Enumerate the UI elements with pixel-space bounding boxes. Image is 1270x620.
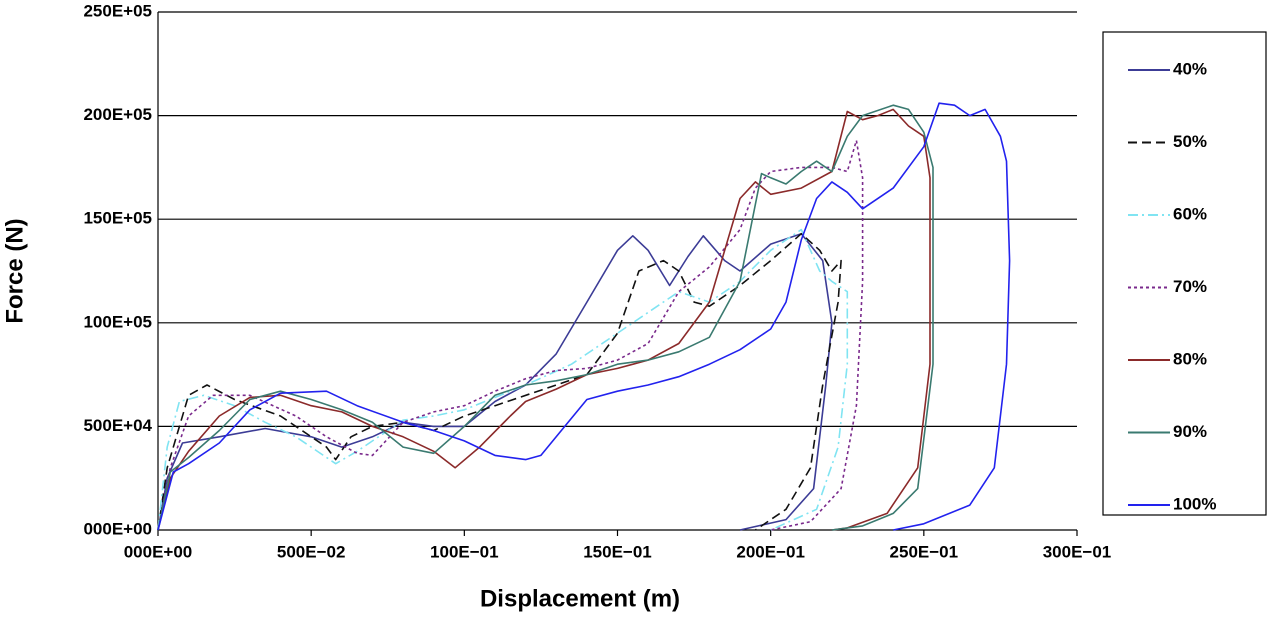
x-tick-label: 250E−01 xyxy=(890,542,959,561)
legend-label: 50% xyxy=(1173,132,1207,151)
x-tick-label: 100E−01 xyxy=(430,542,499,561)
legend-box xyxy=(1102,31,1267,516)
y-tick-label: 150E+05 xyxy=(83,209,152,228)
x-tick-label: 150E−01 xyxy=(583,542,652,561)
x-axis-title: Displacement (m) xyxy=(480,585,680,612)
y-tick-label: 100E+05 xyxy=(83,312,152,331)
series-line xyxy=(157,232,833,531)
y-axis-title: Force (N) xyxy=(1,218,28,323)
y-tick-label: 500E+04 xyxy=(83,416,152,435)
y-tick-label: 250E+05 xyxy=(83,1,152,20)
series-line xyxy=(157,228,849,531)
series-line xyxy=(157,139,864,531)
x-tick-label: 500E−02 xyxy=(277,542,346,561)
legend-label: 40% xyxy=(1173,59,1207,78)
legend-label: 60% xyxy=(1173,204,1207,223)
x-tick-label: 000E+00 xyxy=(124,542,193,561)
legend-label: 90% xyxy=(1173,422,1207,441)
series-line xyxy=(157,102,1011,531)
series-line xyxy=(157,232,842,531)
legend-label: 100% xyxy=(1173,494,1216,513)
y-tick-label: 000E+00 xyxy=(83,519,152,538)
legend-label: 80% xyxy=(1173,349,1207,368)
y-tick-label: 200E+05 xyxy=(83,105,152,124)
x-tick-label: 300E−01 xyxy=(1043,542,1112,561)
legend-label: 70% xyxy=(1173,277,1207,296)
x-tick-label: 200E−01 xyxy=(736,542,805,561)
series-line xyxy=(157,104,934,531)
series-line xyxy=(157,108,931,531)
